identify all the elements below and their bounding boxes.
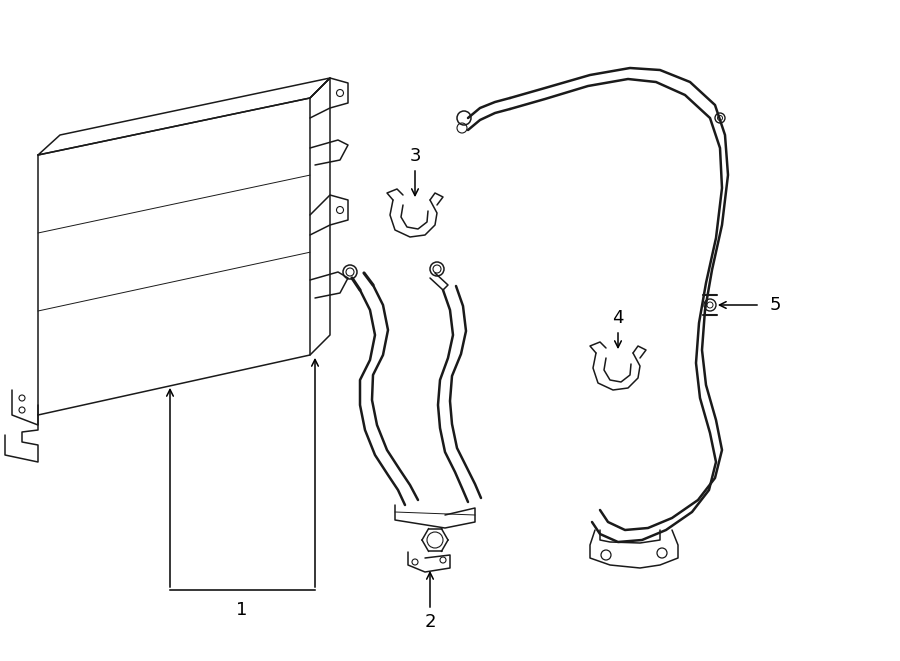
Text: 5: 5 [770, 296, 781, 314]
Text: 3: 3 [410, 147, 421, 165]
Text: 1: 1 [237, 601, 248, 619]
Text: 2: 2 [424, 613, 436, 631]
Text: 4: 4 [612, 309, 624, 327]
